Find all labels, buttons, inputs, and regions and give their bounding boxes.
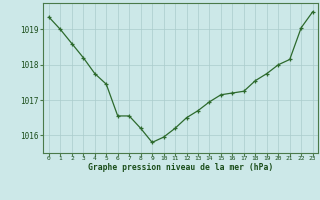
X-axis label: Graphe pression niveau de la mer (hPa): Graphe pression niveau de la mer (hPa)	[88, 163, 273, 172]
